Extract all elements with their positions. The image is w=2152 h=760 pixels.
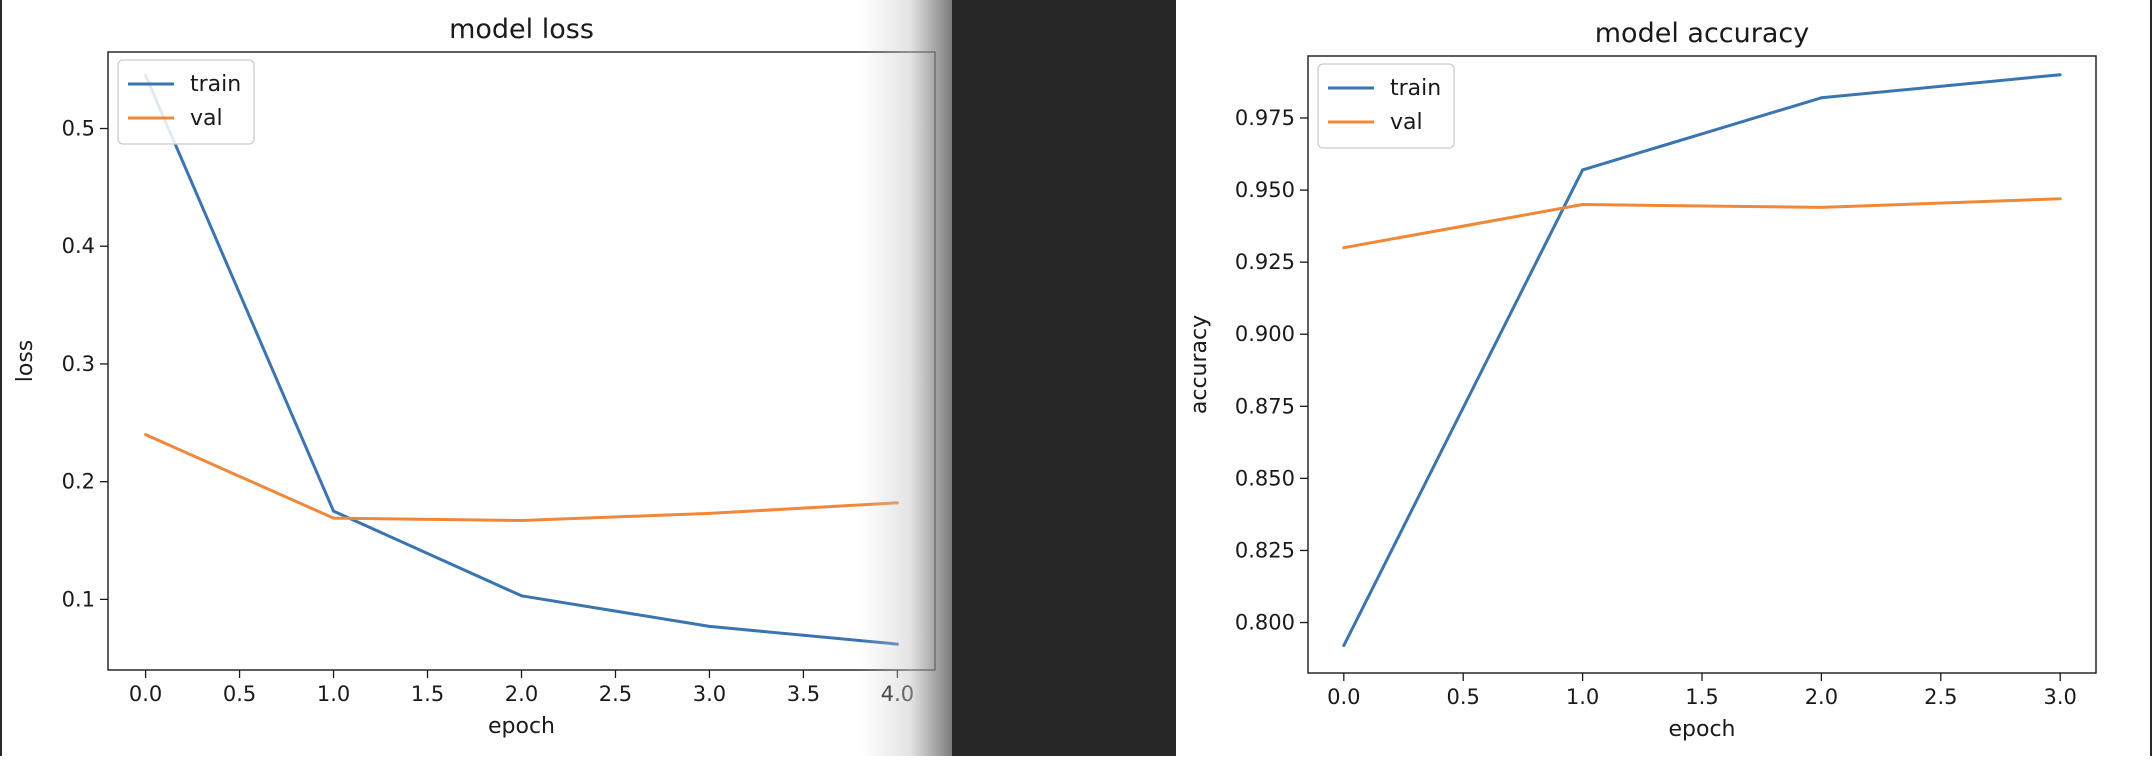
y-tick-label: 0.875 [1235, 394, 1295, 418]
data-point-train [1581, 168, 1585, 172]
x-tick-label: 2.0 [505, 682, 538, 706]
legend-box [1317, 63, 1455, 149]
y-tick-label: 0.825 [1235, 538, 1295, 562]
loss-chart: model loss 0.0 0.5 1.0 1.5 2.0 2.5 3.0 3.5 4.0 0.1… [13, 14, 936, 739]
y-tick-label: 0.5 [62, 117, 95, 141]
data-point-train [520, 594, 523, 598]
legend: train val [1317, 63, 1455, 149]
chart-title: model loss [449, 14, 594, 45]
data-point-val [144, 433, 148, 437]
series-line-train [144, 74, 898, 646]
y-tick-label: 0.900 [1235, 322, 1295, 346]
x-tick-label: 3.0 [2043, 685, 2076, 709]
y-tick-label: 0.950 [1235, 178, 1295, 202]
x-tick-label: 4.0 [881, 682, 914, 706]
x-tick-label: 0.5 [223, 682, 256, 706]
legend-label-train: train [190, 72, 241, 97]
series-line-val [144, 433, 898, 522]
x-tick-label: 1.5 [1685, 685, 1718, 709]
data-point-train [2058, 73, 2062, 77]
data-point-train [1819, 96, 1823, 100]
x-tick-label: 1.0 [1566, 685, 1599, 709]
loss-chart-panel: model loss 0.0 0.5 1.0 1.5 2.0 2.5 3.0 3.5 4.0 0.1… [0, 0, 952, 756]
accuracy-chart-panel: model accuracy 0.0 0.5 1.0 1.5 2.0 2.5 3.0 0.800… [1176, 0, 2152, 756]
legend-label-train: train [1390, 76, 1441, 101]
y-tick-label: 0.3 [62, 352, 95, 376]
data-point-val [332, 516, 336, 520]
x-tick-label: 3.0 [693, 682, 726, 706]
data-point-val [895, 501, 899, 505]
y-tick-label: 0.975 [1235, 106, 1295, 130]
y-tick-label: 0.2 [62, 470, 95, 494]
data-point-val [1581, 202, 1585, 206]
x-tick-label: 2.0 [1805, 685, 1838, 709]
window-border [2150, 0, 2152, 756]
chart-title: model accuracy [1595, 18, 1809, 49]
y-tick-label: 0.1 [62, 587, 95, 611]
data-point-val [1819, 205, 1823, 209]
accuracy-chart: model accuracy 0.0 0.5 1.0 1.5 2.0 2.5 3.0 0.800… [1187, 18, 2097, 742]
x-axis-label: epoch [488, 714, 555, 739]
x-tick-label: 0.0 [1327, 685, 1360, 709]
legend-box [117, 59, 255, 145]
x-tick-label: 3.5 [787, 682, 820, 706]
data-point-train [895, 642, 899, 646]
data-point-val [2058, 197, 2062, 201]
series-line-train [1342, 73, 2061, 647]
legend-label-val: val [1390, 110, 1423, 135]
data-point-val [1342, 246, 1346, 250]
data-point-val [520, 519, 523, 523]
data-point-train [332, 509, 336, 513]
x-tick-label: 0.0 [129, 682, 162, 706]
x-tick-label: 1.0 [317, 682, 350, 706]
legend-label-val: val [190, 106, 223, 131]
window-border [0, 0, 2, 756]
data-point-train [1342, 644, 1346, 648]
data-point-train [707, 624, 711, 628]
y-tick-label: 0.925 [1235, 250, 1295, 274]
x-tick-label: 2.5 [1924, 685, 1957, 709]
x-axis-label: epoch [1669, 717, 1736, 742]
plot-frame [1307, 55, 2097, 674]
y-axis-label: accuracy [1187, 315, 1212, 414]
y-tick-label: 0.850 [1235, 466, 1295, 490]
legend: train val [117, 59, 255, 145]
x-tick-label: 2.5 [599, 682, 632, 706]
plot-frame [107, 51, 936, 671]
series-line-val [1343, 197, 2061, 250]
y-axis-label: loss [13, 340, 38, 383]
x-tick-label: 0.5 [1447, 685, 1480, 709]
x-tick-label: 1.5 [411, 682, 444, 706]
data-point-val [707, 511, 711, 515]
y-tick-label: 0.800 [1235, 611, 1295, 635]
y-tick-label: 0.4 [62, 234, 95, 258]
background-gap [952, 0, 2129, 756]
